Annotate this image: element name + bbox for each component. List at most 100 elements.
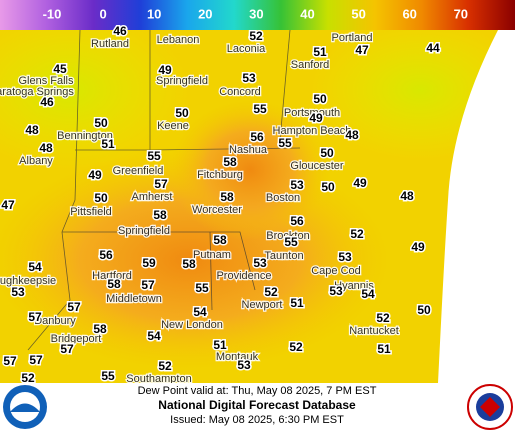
dew-point-value: 53 — [290, 178, 304, 192]
dew-point-value: 52 — [350, 227, 364, 241]
place-name: Pittsfield — [70, 206, 112, 218]
legend-tick-label: -10 — [43, 6, 62, 21]
place-name: Springfield — [156, 75, 208, 87]
place-name: Portsmouth — [284, 107, 340, 119]
dew-point-value: 58 — [93, 322, 107, 336]
place-name: Nantucket — [349, 325, 399, 337]
legend-tick-label: 20 — [198, 6, 212, 21]
dew-point-value: 50 — [94, 191, 108, 205]
dew-point-value: 50 — [320, 146, 334, 160]
place-name: Springfield — [118, 225, 170, 237]
dew-point-value: 52 — [158, 359, 172, 373]
dew-point-value: 57 — [29, 353, 43, 367]
map — [0, 10, 515, 383]
place-name: Bennington — [57, 130, 113, 142]
place-name: ughkeepsie — [0, 275, 56, 287]
place-name: Gloucester — [290, 160, 344, 172]
dew-point-value: 52 — [376, 311, 390, 325]
place-name: Portland — [332, 32, 373, 44]
dew-point-value: 48 — [400, 189, 414, 203]
dew-point-value: 55 — [284, 235, 298, 249]
dew-point-value: 44 — [426, 41, 440, 55]
nws-logo — [467, 384, 513, 430]
dew-point-value: 46 — [40, 95, 54, 109]
place-name: Montauk — [216, 351, 259, 363]
dew-point-value: 55 — [101, 369, 115, 383]
dew-point-value: 50 — [313, 92, 327, 106]
place-name: Southampton — [126, 373, 191, 385]
place-name: Sanford — [291, 59, 330, 71]
dew-point-value: 57 — [141, 278, 155, 292]
dew-point-value: 56 — [250, 130, 264, 144]
place-name: Hampton Beach — [273, 125, 352, 137]
dew-point-value: 54 — [28, 260, 42, 274]
place-name: Lebanon — [157, 34, 200, 46]
place-name: Danbury — [34, 315, 76, 327]
place-name: Glens Falls — [18, 75, 74, 87]
dew-point-value: 56 — [290, 214, 304, 228]
dew-point-value: 47 — [355, 43, 369, 57]
dew-point-value: 55 — [195, 281, 209, 295]
dew-point-value: 49 — [353, 176, 367, 190]
dew-point-value: 52 — [249, 29, 263, 43]
dew-point-value: 50 — [417, 303, 431, 317]
place-name: Hyannis — [334, 280, 374, 292]
footer-bg — [0, 383, 515, 432]
place-name: Laconia — [227, 43, 266, 55]
dew-point-value: 53 — [338, 250, 352, 264]
place-name: Nashua — [229, 144, 268, 156]
warm-area — [170, 100, 330, 240]
dew-point-value: 57 — [67, 300, 81, 314]
dew-point-value: 57 — [60, 342, 74, 356]
place-name: Brockton — [266, 230, 309, 242]
labels: Rutland Lebanon Laconia Portland Glens Falls… — [0, 23, 441, 387]
dew-point-value: 55 — [278, 136, 292, 150]
place-name: Concord — [219, 86, 261, 98]
dew-point-value: 45 — [53, 62, 67, 76]
dew-point-value: 49 — [158, 63, 172, 77]
place-name: Hartford — [92, 270, 132, 282]
dew-point-value: 50 — [175, 106, 189, 120]
cool-area — [0, 10, 190, 170]
footer-title: National Digital Forecast Database — [158, 398, 356, 412]
place-name: Cape Cod — [311, 265, 361, 277]
place-name: Putnam — [193, 249, 231, 261]
dew-point-value: 48 — [345, 128, 359, 142]
dew-point-value: 59 — [142, 256, 156, 270]
place-name: aratoga Springs — [0, 86, 74, 98]
dew-point-value: 51 — [213, 338, 227, 352]
dew-point-value: 58 — [153, 208, 167, 222]
valid-time: Dew Point valid at: Thu, May 08 2025, 7 … — [138, 385, 377, 397]
dew-point-value: 48 — [39, 141, 53, 155]
dew-point-value: 49 — [88, 168, 102, 182]
place-name: Fitchburg — [197, 169, 243, 181]
dew-point-value: 50 — [94, 116, 108, 130]
dew-point-value: 57 — [154, 177, 168, 191]
place-name: Amherst — [132, 191, 173, 203]
legend-bar — [0, 0, 515, 30]
dew-point-value: 49 — [411, 240, 425, 254]
dew-point-value: 54 — [147, 329, 161, 343]
dew-point-value: 55 — [147, 149, 161, 163]
place-name: Albany — [19, 155, 53, 167]
dew-point-value: 46 — [113, 24, 127, 38]
dew-point-value: 51 — [377, 342, 391, 356]
place-name: Boston — [266, 192, 300, 204]
place-name: Newport — [242, 299, 283, 311]
place-name: Rutland — [91, 38, 129, 50]
dew-point-value: 53 — [11, 285, 25, 299]
dew-point-value: 51 — [101, 137, 115, 151]
place-name: Keene — [157, 120, 189, 132]
dew-point-value: 50 — [321, 180, 335, 194]
legend-tick-label: 10 — [147, 6, 161, 21]
dew-point-value: 51 — [313, 45, 327, 59]
dew-point-value: 55 — [253, 102, 267, 116]
dew-point-value: 53 — [329, 284, 343, 298]
place-name: Taunton — [264, 250, 303, 262]
color-legend: -10 0 10 20 30 40 50 60 70 — [0, 0, 515, 30]
place-name: Middletown — [106, 293, 162, 305]
dew-point-value: 53 — [242, 71, 256, 85]
place-name: Providence — [216, 270, 271, 282]
dew-point-value: 56 — [99, 248, 113, 262]
